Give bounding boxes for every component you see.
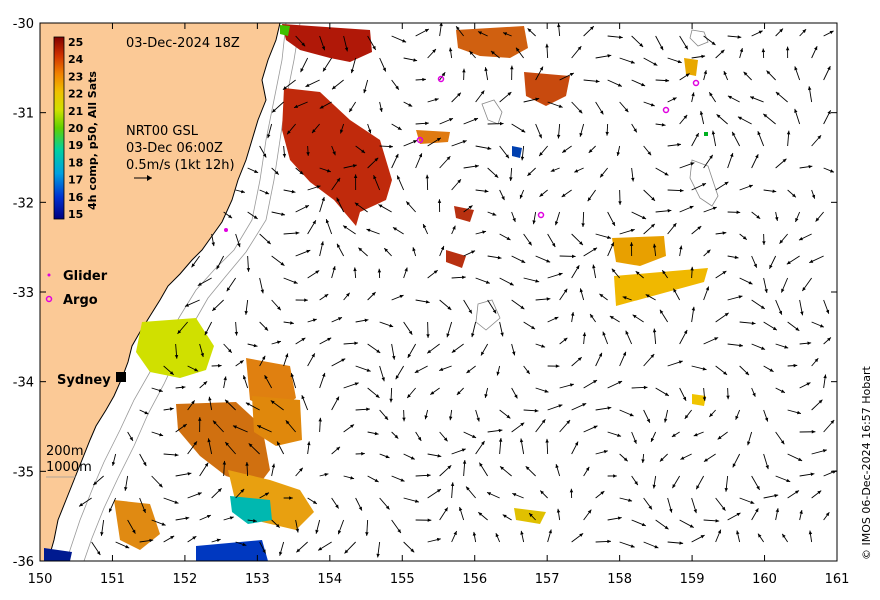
colorbar-tick-label: 22 (68, 88, 83, 101)
isobath-1000m-line (83, 23, 301, 561)
sydney-marker (116, 372, 126, 382)
islands (475, 29, 719, 331)
x-tick-label: 158 (607, 572, 632, 587)
y-tick-label: -36 (13, 555, 34, 570)
glider-legend-label: Glider (63, 269, 108, 284)
current-product-label: NRT00 GSL (126, 124, 199, 139)
y-axis: -30 -31 -32 -33 -34 -35 -36 (13, 17, 837, 570)
x-tick-label: 150 (28, 572, 53, 587)
x-tick-label: 159 (680, 572, 705, 587)
x-axis: 150 151 152 153 154 155 156 157 158 159 160 161 (28, 23, 850, 587)
glider-marker (224, 228, 228, 232)
y-tick-label: -35 (13, 465, 34, 480)
isobath-200m-label: 200m (46, 444, 83, 459)
x-tick-label: 161 (825, 572, 850, 587)
current-vectors (78, 23, 837, 558)
x-tick-label: 160 (752, 572, 777, 587)
colorbar-tick-label: 17 (68, 174, 83, 187)
date-label: 03-Dec-2024 18Z (126, 36, 240, 51)
colorbar-ticks: 25 24 23 22 21 20 19 18 17 16 15 (68, 36, 84, 221)
argo-floats (416, 75, 700, 219)
x-tick-label: 155 (390, 572, 415, 587)
isobath-1000m-label: 1000m (46, 460, 92, 475)
glider-legend-marker (47, 273, 51, 277)
colorbar-tick-label: 20 (68, 122, 84, 135)
x-tick-label: 154 (317, 572, 342, 587)
argo-legend-label: Argo (63, 293, 98, 308)
y-tick-label: -30 (13, 17, 34, 32)
y-tick-label: -33 (13, 286, 34, 301)
argo-legend-marker (45, 295, 53, 303)
y-tick-label: -34 (13, 376, 34, 391)
isobath-200m-line (65, 23, 287, 561)
colorbar-tick-label: 21 (68, 105, 83, 118)
x-tick-label: 157 (535, 572, 560, 587)
y-tick-label: -32 (13, 196, 34, 211)
colorbar-tick-label: 15 (68, 208, 83, 221)
colorbar (53, 36, 65, 220)
colorbar-tick-label: 23 (68, 70, 83, 83)
current-scale-label: 0.5m/s (1kt 12h) (126, 158, 235, 173)
colorbar-label: 4h comp, p50, All Sats (86, 71, 99, 210)
x-tick-label: 152 (172, 572, 197, 587)
colorbar-tick-label: 25 (68, 36, 83, 49)
x-tick-label: 151 (100, 572, 125, 587)
y-tick-label: -31 (13, 107, 34, 122)
current-time-label: 03-Dec 06:00Z (126, 141, 223, 156)
x-tick-label: 153 (245, 572, 270, 587)
colorbar-tick-label: 24 (68, 53, 84, 66)
x-tick-label: 156 (462, 572, 487, 587)
city-label-sydney: Sydney (57, 373, 111, 388)
credit-label: © IMOS 06-Dec-2024 16:57 Hobart (860, 365, 873, 560)
colorbar-tick-label: 19 (68, 139, 83, 152)
colorbar-tick-label: 18 (68, 156, 83, 169)
land-mass (40, 23, 281, 561)
colorbar-tick-label: 16 (68, 191, 84, 204)
scale-arrow (134, 175, 152, 181)
